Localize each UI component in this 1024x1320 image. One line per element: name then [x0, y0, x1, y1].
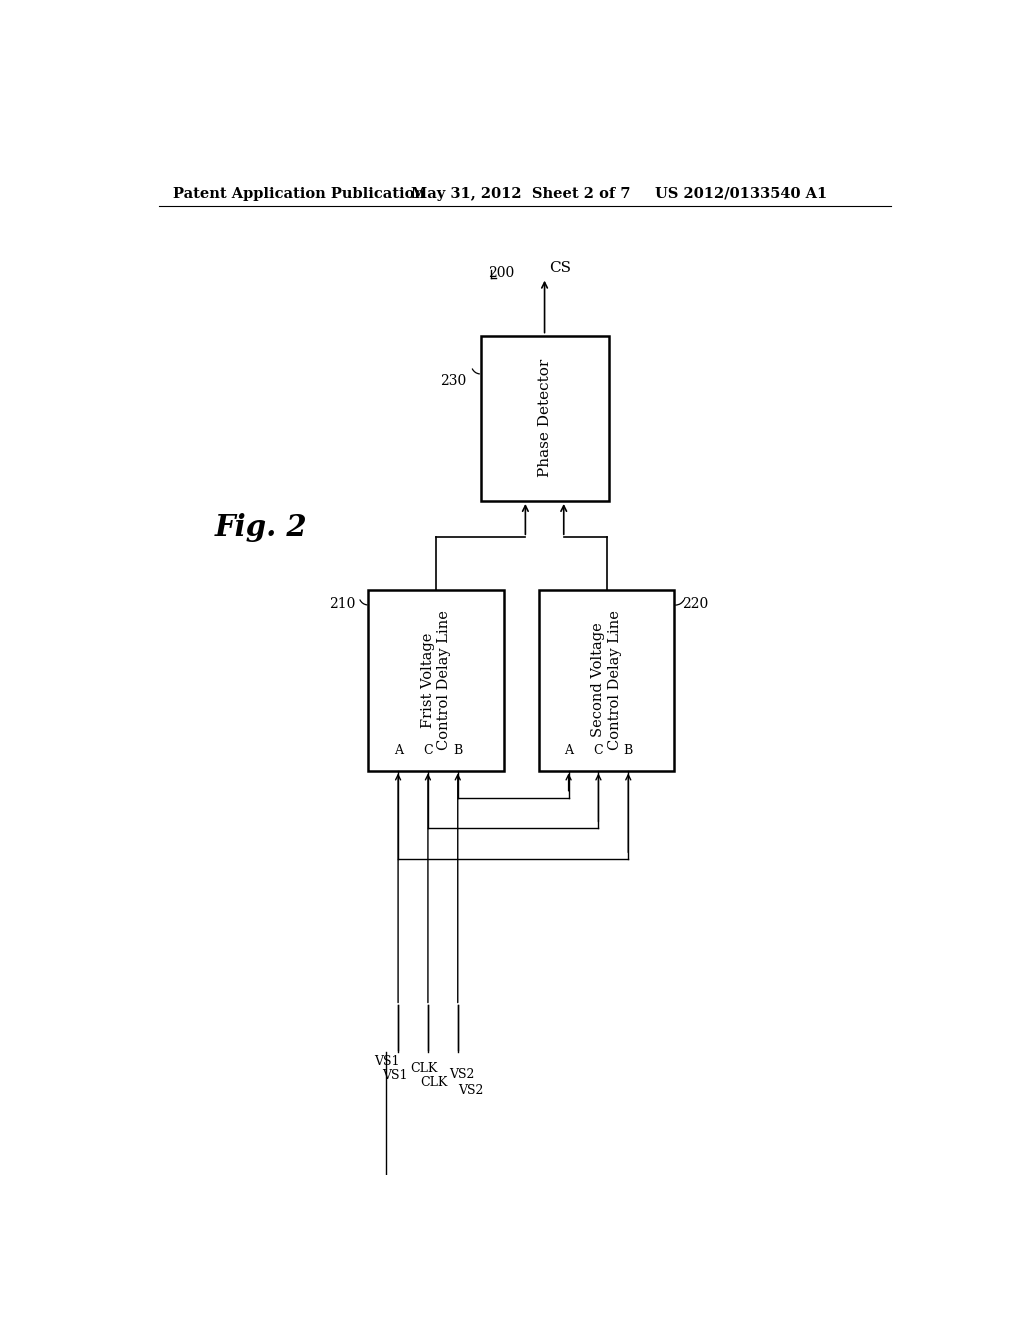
- Text: 220: 220: [682, 598, 709, 611]
- Bar: [369, 590, 504, 771]
- Text: CLK: CLK: [411, 1061, 437, 1074]
- Text: B: B: [454, 743, 463, 756]
- Text: Frist Voltage
Control Delay Line: Frist Voltage Control Delay Line: [421, 610, 452, 750]
- Text: B: B: [624, 743, 633, 756]
- Text: Fig. 2: Fig. 2: [215, 513, 307, 543]
- Text: VS2: VS2: [449, 1068, 474, 1081]
- Text: 210: 210: [330, 598, 356, 611]
- Text: US 2012/0133540 A1: US 2012/0133540 A1: [655, 187, 827, 201]
- Text: A: A: [564, 743, 573, 756]
- Text: VS1: VS1: [383, 1069, 409, 1081]
- Text: VS2: VS2: [458, 1084, 483, 1097]
- Text: CS: CS: [549, 261, 571, 276]
- Text: C: C: [594, 743, 603, 756]
- Text: VS1: VS1: [374, 1056, 399, 1068]
- Text: C: C: [423, 743, 433, 756]
- Text: Second Voltage
Control Delay Line: Second Voltage Control Delay Line: [592, 610, 622, 750]
- Text: 230: 230: [440, 374, 467, 388]
- Text: May 31, 2012  Sheet 2 of 7: May 31, 2012 Sheet 2 of 7: [411, 187, 631, 201]
- Text: Patent Application Publication: Patent Application Publication: [173, 187, 425, 201]
- Text: 200: 200: [488, 267, 515, 280]
- Bar: [480, 335, 608, 502]
- Text: A: A: [393, 743, 402, 756]
- Text: Phase Detector: Phase Detector: [538, 359, 552, 478]
- Text: CLK: CLK: [420, 1076, 447, 1089]
- Bar: [539, 590, 675, 771]
